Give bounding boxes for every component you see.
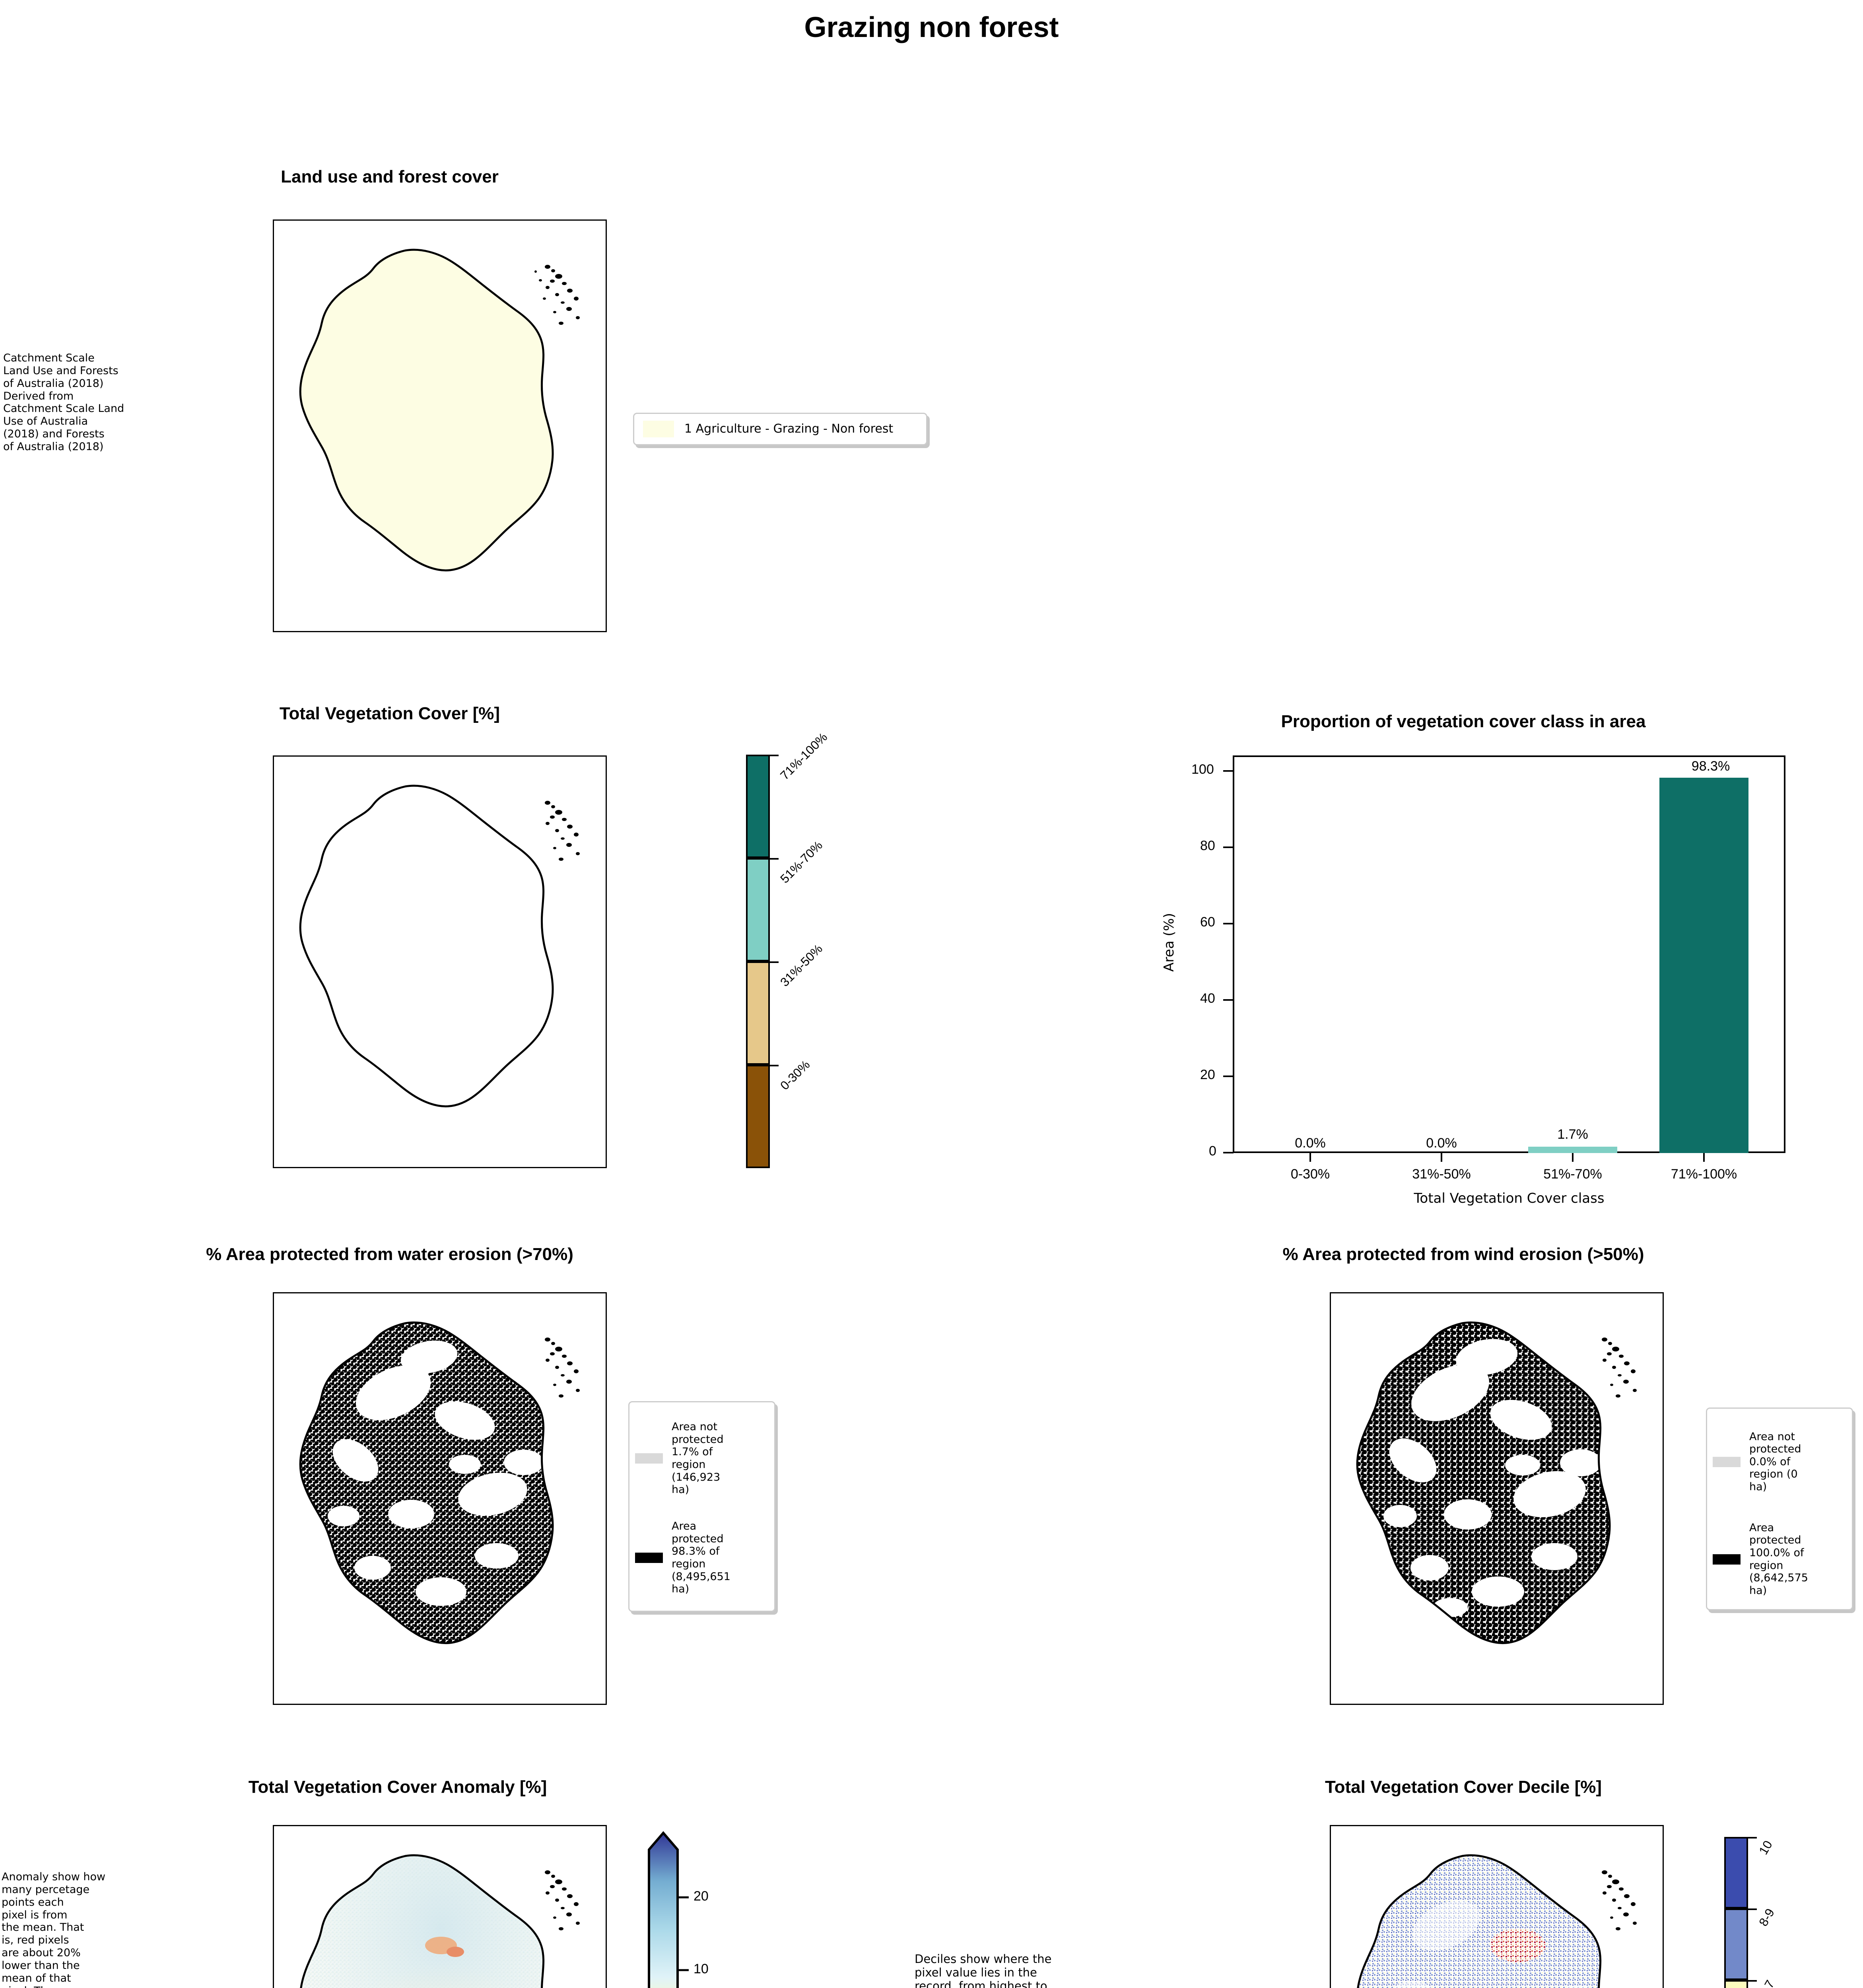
anomaly-colorbar-tick-10: 10: [694, 1961, 709, 1976]
landuse-map-svg: [299, 248, 580, 572]
wind-erosion-legend-label-1: Area protected 100.0% of region (8,642,5…: [1749, 1521, 1808, 1597]
decile-map-svg: [1357, 1854, 1637, 1988]
anomaly-colorbar: 20 10 0 −10 −20: [643, 1829, 774, 1988]
water-erosion-map-svg: [299, 1321, 580, 1644]
barchart-xtick-label-0: 0-30%: [1290, 1167, 1330, 1182]
vegcover-colorbar-label-1: 51%-70%: [777, 838, 826, 886]
decile-panel-title: Total Vegetation Cover Decile [%]: [1325, 1777, 1602, 1797]
water-erosion-legend-label-1: Area protected 98.3% of region (8,495,65…: [672, 1520, 730, 1596]
barchart-xtick-2: [1572, 1153, 1574, 1162]
vegcover-colorbar-band-0: [746, 755, 770, 858]
wind-erosion-legend-item-1: Area protected 100.0% of region (8,642,5…: [1713, 1508, 1846, 1610]
barchart-ytick-60: [1223, 923, 1234, 924]
anomaly-sidenote: Anomaly show how many percetage points e…: [2, 1871, 106, 1988]
water-erosion-legend-item-0: Area not protected 1.7% of region (146,9…: [635, 1409, 769, 1508]
barchart-ytick-label-40: 40: [1200, 991, 1215, 1006]
landuse-sidenote: Catchment Scale Land Use and Forests of …: [3, 352, 124, 453]
anomaly-panel-title: Total Vegetation Cover Anomaly [%]: [248, 1777, 547, 1797]
vegcover-colorbar: 71%-100% 51%-70% 31%-50% 0-30%: [746, 730, 830, 1168]
bar-label-3: 98.3%: [1691, 759, 1730, 774]
barchart-ytick-label-100: 100: [1191, 762, 1214, 777]
water-erosion-panel-title: % Area protected from water erosion (>70…: [206, 1244, 573, 1264]
wind-erosion-legend-swatch-1: [1713, 1554, 1741, 1565]
barchart-xtick-1: [1441, 1153, 1442, 1162]
barchart-ytick-label-0: 0: [1209, 1143, 1216, 1159]
barchart-ytick-label-60: 60: [1200, 914, 1215, 930]
decile-sidenote: Deciles show where the pixel value lies …: [915, 1952, 1052, 1988]
decile-map: [1330, 1825, 1664, 1988]
barchart-xtick-0: [1309, 1153, 1311, 1162]
bar-label-0: 0.0%: [1295, 1136, 1326, 1151]
anomaly-colorbar-svg: [648, 1831, 689, 1988]
landuse-legend-swatch: [643, 421, 674, 437]
barchart-xlabel: Total Vegetation Cover class: [1414, 1190, 1605, 1206]
barchart-ytick-label-80: 80: [1200, 838, 1215, 853]
water-erosion-legend-swatch-1: [635, 1553, 663, 1563]
wind-erosion-map: [1330, 1292, 1664, 1705]
barchart-xtick-3: [1703, 1153, 1705, 1162]
bar-label-1: 0.0%: [1426, 1136, 1457, 1151]
water-erosion-legend-label-0: Area not protected 1.7% of region (146,9…: [672, 1421, 724, 1496]
landuse-legend: 1 Agriculture - Grazing - Non forest: [633, 413, 927, 445]
decile-colorbar: 10 8-9 4-7 2-3 1: [1724, 1837, 1777, 1988]
decile-colorbar-band-2: [1724, 1980, 1748, 1988]
bar-3: [1659, 778, 1748, 1153]
vegcover-colorbar-label-0: 71%-100%: [777, 730, 830, 783]
vegcover-map: [273, 755, 607, 1168]
wind-erosion-legend: Area not protected 0.0% of region (0 ha)…: [1706, 1408, 1853, 1610]
barchart-ytick-40: [1223, 999, 1234, 1001]
vegcover-panel-title: Total Vegetation Cover [%]: [279, 704, 500, 723]
decile-colorbar-label-4-7: 4-7: [1756, 1978, 1778, 1988]
vegcover-colorbar-label-2: 31%-50%: [777, 942, 826, 990]
vegcover-map-svg: [299, 784, 580, 1108]
barchart-xtick-label-1: 31%-50%: [1412, 1167, 1471, 1182]
decile-colorbar-band-0: [1724, 1837, 1748, 1908]
anomaly-map-svg: [300, 1854, 580, 1988]
bar-2: [1528, 1147, 1617, 1153]
barchart-ylabel: Area (%): [1161, 913, 1177, 972]
decile-colorbar-label-8-9: 8-9: [1756, 1906, 1778, 1929]
vegcover-colorbar-label-3: 0-30%: [777, 1057, 813, 1093]
water-erosion-legend-item-1: Area protected 98.3% of region (8,495,65…: [635, 1508, 769, 1607]
vegcover-colorbar-band-2: [746, 961, 770, 1065]
vegcover-colorbar-band-1: [746, 858, 770, 961]
bar-label-2: 1.7%: [1557, 1127, 1588, 1142]
landuse-map: [273, 219, 607, 632]
barchart-ytick-0: [1223, 1152, 1234, 1153]
barchart-ytick-20: [1223, 1076, 1234, 1077]
decile-colorbar-label-10: 10: [1756, 1838, 1775, 1857]
wind-erosion-panel-title: % Area protected from wind erosion (>50%…: [1282, 1244, 1644, 1264]
barchart-xtick-label-2: 51%-70%: [1543, 1167, 1602, 1182]
barchart-ytick-label-20: 20: [1200, 1067, 1215, 1082]
barchart-ytick-100: [1223, 770, 1234, 772]
barchart-title: Proportion of vegetation cover class in …: [1281, 712, 1646, 731]
anomaly-map: [273, 1825, 607, 1988]
landuse-legend-label: 1 Agriculture - Grazing - Non forest: [684, 422, 894, 436]
water-erosion-legend: Area not protected 1.7% of region (146,9…: [628, 1401, 775, 1612]
barchart-xtick-label-3: 71%-100%: [1671, 1167, 1737, 1182]
barchart-ytick-80: [1223, 846, 1234, 848]
wind-erosion-map-svg: [1356, 1321, 1637, 1644]
landuse-panel-title: Land use and forest cover: [281, 167, 499, 186]
water-erosion-map: [273, 1292, 607, 1705]
decile-colorbar-band-1: [1724, 1908, 1748, 1980]
vegcover-colorbar-band-3: [746, 1065, 770, 1168]
anomaly-colorbar-tick-20: 20: [694, 1889, 709, 1904]
barchart: 100 80 60 40 20 0 Area (%) 0.0% 0.0% 1.7…: [1153, 755, 1789, 1241]
water-erosion-legend-swatch-0: [635, 1453, 663, 1464]
wind-erosion-legend-item-0: Area not protected 0.0% of region (0 ha): [1713, 1415, 1846, 1508]
page-title: Grazing non forest: [804, 12, 1059, 43]
wind-erosion-legend-swatch-0: [1713, 1456, 1741, 1467]
wind-erosion-legend-label-0: Area not protected 0.0% of region (0 ha): [1749, 1430, 1801, 1493]
